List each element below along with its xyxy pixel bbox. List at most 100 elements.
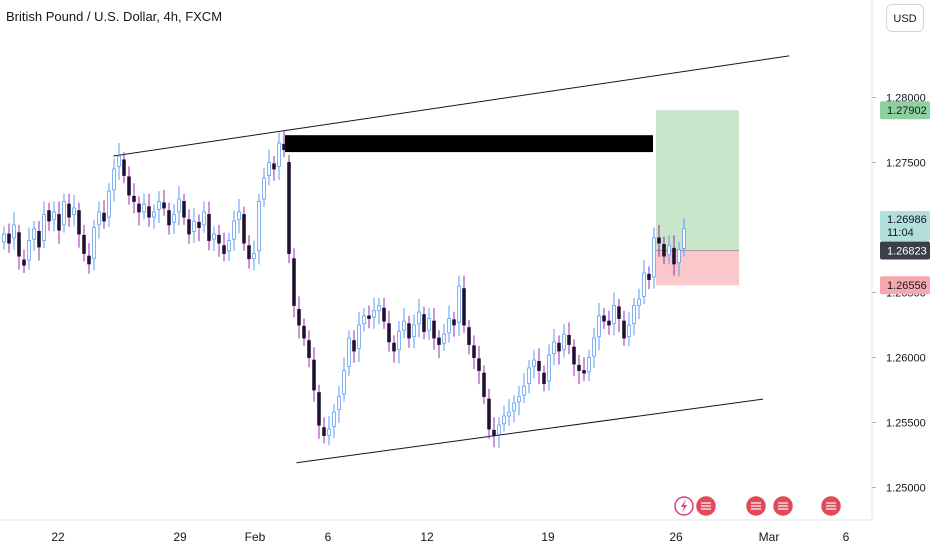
us-flag-event-icon xyxy=(696,496,716,516)
candle-body xyxy=(32,228,36,240)
us-flag-event-icon xyxy=(821,496,841,516)
candle xyxy=(327,416,331,446)
candle xyxy=(582,357,586,381)
candle-body xyxy=(567,334,571,345)
candle-body xyxy=(537,360,541,371)
candle-body xyxy=(42,214,46,241)
candle-body xyxy=(307,340,311,358)
position-zones xyxy=(285,110,739,286)
candle-body xyxy=(347,337,351,368)
candle xyxy=(427,308,431,340)
candle-body xyxy=(372,310,376,318)
candle xyxy=(292,248,296,318)
candle-body xyxy=(2,233,6,243)
candle xyxy=(562,323,566,358)
candle-body xyxy=(17,232,21,257)
candle xyxy=(597,302,601,351)
candle-body xyxy=(462,288,466,326)
candle xyxy=(667,235,671,265)
supply-zone xyxy=(285,135,653,153)
candle-body xyxy=(352,340,356,352)
time-tick-label: 26 xyxy=(669,530,683,544)
candle-body xyxy=(592,337,596,357)
target-zone xyxy=(656,110,739,251)
candle xyxy=(102,200,106,229)
candle-body xyxy=(602,315,606,322)
candle xyxy=(632,297,636,336)
candle xyxy=(367,305,371,329)
candle xyxy=(492,417,496,448)
candle xyxy=(167,202,171,235)
candle xyxy=(147,193,151,227)
candle-body xyxy=(622,320,626,339)
price-tick-label: 1.25500 xyxy=(886,418,926,430)
candle xyxy=(642,260,646,305)
candle xyxy=(537,348,541,385)
time-tick-label: 6 xyxy=(325,530,332,544)
candle-body xyxy=(207,214,211,241)
candle-body xyxy=(317,392,321,426)
time-axis[interactable]: 22 29 Feb 6 12 19 26 Mar 6 xyxy=(51,530,849,544)
candle xyxy=(52,201,56,232)
candle-body xyxy=(557,342,561,352)
candle-body xyxy=(107,190,111,218)
candle xyxy=(317,384,321,439)
candle-body xyxy=(617,306,621,319)
candle xyxy=(32,221,36,251)
candle xyxy=(352,330,356,363)
candle-body xyxy=(112,168,116,191)
candle xyxy=(477,345,481,385)
candle-body xyxy=(217,234,221,244)
candle-body xyxy=(277,142,281,167)
candle-body xyxy=(647,273,651,280)
candle-body xyxy=(142,203,146,213)
candle xyxy=(362,308,366,332)
candle xyxy=(217,224,221,257)
candle xyxy=(602,308,606,329)
us-flag-event-icon xyxy=(773,496,793,516)
candle xyxy=(432,308,436,350)
candle xyxy=(232,210,236,251)
economic-events[interactable] xyxy=(674,496,841,516)
candle xyxy=(522,373,526,403)
candle xyxy=(347,330,351,377)
candle xyxy=(197,214,201,242)
candle-body xyxy=(312,359,316,391)
candle-body xyxy=(127,176,131,196)
candle-body xyxy=(7,233,11,244)
candle xyxy=(462,275,466,333)
candle-body xyxy=(152,211,156,218)
candle xyxy=(107,183,111,227)
flash-event-icon xyxy=(674,496,694,516)
candle xyxy=(37,221,41,261)
candle-body xyxy=(382,307,386,322)
candle-body xyxy=(157,201,161,210)
candle xyxy=(467,319,471,355)
candle xyxy=(7,223,11,253)
candle-body xyxy=(587,357,591,373)
candle xyxy=(47,202,51,231)
candle xyxy=(307,330,311,368)
candle-body xyxy=(452,319,456,326)
currency-selector-button[interactable]: USD xyxy=(886,4,924,32)
candle-body xyxy=(302,325,306,339)
candle-body xyxy=(477,358,481,371)
current-price-tag-box xyxy=(880,211,930,241)
candle xyxy=(87,243,91,274)
candle xyxy=(157,191,161,223)
price-tick-label: 1.25000 xyxy=(886,483,926,495)
trendlines[interactable] xyxy=(113,55,790,464)
candle xyxy=(572,339,576,376)
candle xyxy=(22,249,26,273)
time-tick-label: 6 xyxy=(843,530,850,544)
candle xyxy=(547,344,551,391)
candle xyxy=(407,315,411,348)
candle xyxy=(182,193,186,225)
candle-body xyxy=(507,411,511,417)
candle-body xyxy=(97,211,101,226)
candle-body xyxy=(502,415,506,425)
candle-body xyxy=(482,372,486,397)
candle xyxy=(92,219,96,271)
candle xyxy=(647,266,651,290)
